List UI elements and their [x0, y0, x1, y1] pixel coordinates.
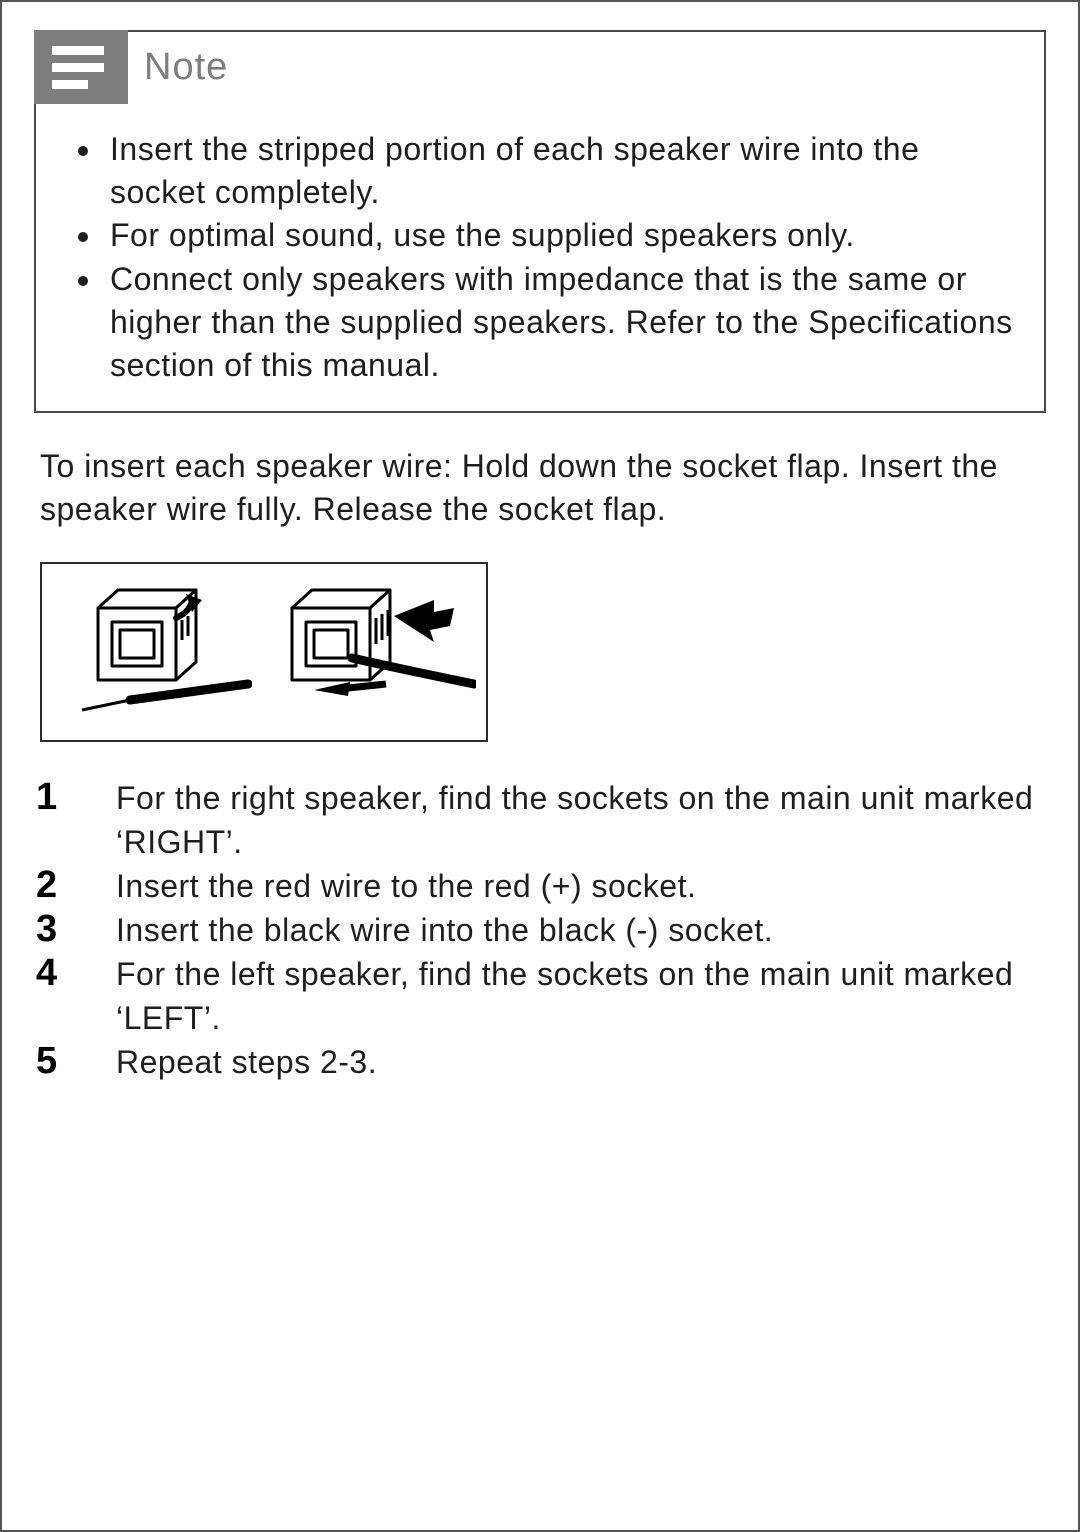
step-item: 2 Insert the red wire to the red (+) soc… [36, 864, 1044, 908]
step-number: 3 [36, 908, 116, 952]
step-number: 1 [36, 776, 116, 820]
step-item: 3 Insert the black wire into the black (… [36, 908, 1044, 952]
step-number: 2 [36, 864, 116, 908]
manual-page: Note Insert the stripped portion of each… [0, 0, 1080, 1532]
note-header: Note [34, 30, 1044, 104]
step-text: Repeat steps 2-3. [116, 1040, 1044, 1084]
step-item: 1 For the right speaker, find the socket… [36, 776, 1044, 864]
step-item: 4 For the left speaker, find the sockets… [36, 952, 1044, 1040]
note-box: Note Insert the stripped portion of each… [34, 30, 1046, 413]
note-item: Connect only speakers with impedance tha… [104, 258, 1016, 388]
step-number: 4 [36, 952, 116, 996]
wire-insert-diagram [40, 562, 488, 742]
step-item: 5 Repeat steps 2-3. [36, 1040, 1044, 1084]
note-item: For optimal sound, use the supplied spea… [104, 214, 1016, 257]
step-text: Insert the black wire into the black (-)… [116, 908, 1044, 952]
step-text: For the left speaker, find the sockets o… [116, 952, 1044, 1040]
note-icon [34, 30, 128, 104]
diagram-insert-wire-icon [256, 572, 476, 732]
intro-paragraph: To insert each speaker wire: Hold down t… [40, 445, 1040, 531]
steps-list: 1 For the right speaker, find the socket… [36, 776, 1044, 1085]
diagram-open-socket-icon [52, 572, 252, 732]
step-text: Insert the red wire to the red (+) socke… [116, 864, 1044, 908]
note-title: Note [144, 46, 228, 89]
step-text: For the right speaker, find the sockets … [116, 776, 1044, 864]
note-list: Insert the stripped portion of each spea… [80, 128, 1016, 387]
note-item: Insert the stripped portion of each spea… [104, 128, 1016, 214]
step-number: 5 [36, 1040, 116, 1084]
